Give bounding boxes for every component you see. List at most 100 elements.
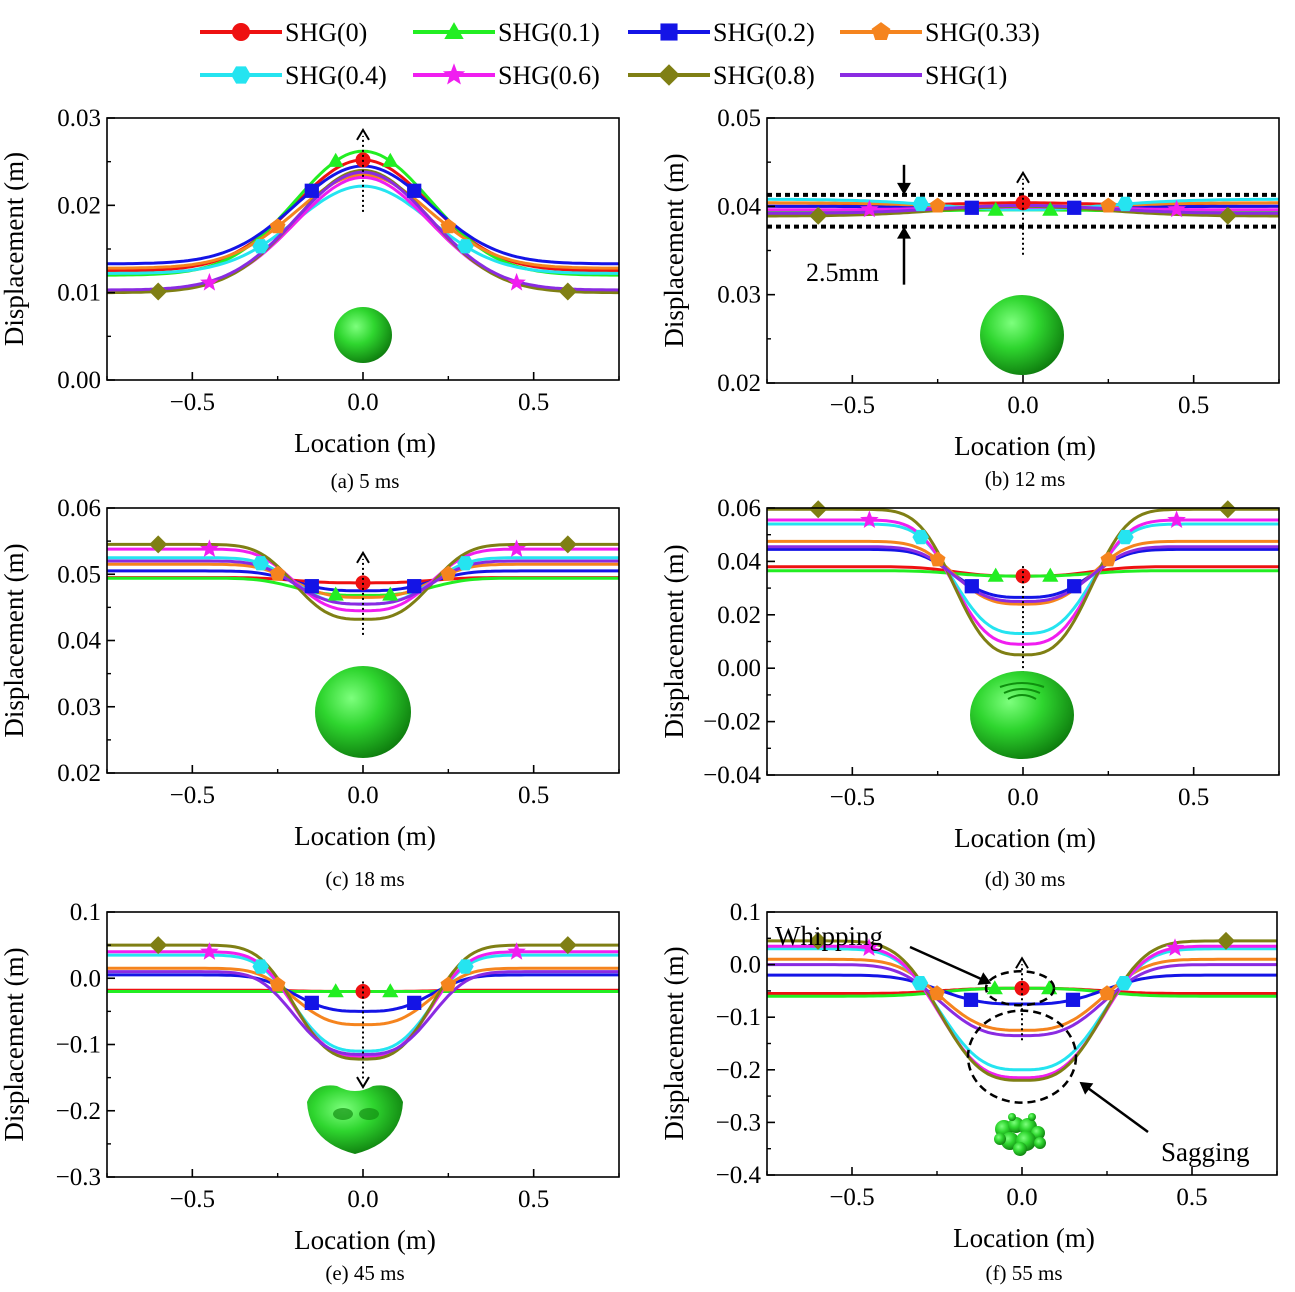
- arrow-up-icon: [1016, 170, 1030, 184]
- y-tick-label: 0.02: [57, 192, 101, 219]
- data-point-marker: [912, 196, 929, 212]
- series-line-shg0-6: [107, 175, 619, 293]
- droplet-ripple: [1003, 688, 1041, 694]
- data-point-marker: [1167, 199, 1186, 218]
- series-markers: [809, 500, 1237, 594]
- legend-label: SHG(0.6): [498, 61, 600, 90]
- y-tick-label: −0.1: [56, 1032, 101, 1059]
- panel-caption: (a) 5 ms: [331, 469, 400, 493]
- data-point-marker: [912, 529, 929, 545]
- data-point-marker: [1042, 567, 1059, 582]
- data-point-marker: [911, 976, 929, 991]
- droplet-ripple: [999, 682, 1045, 688]
- data-point-marker: [986, 980, 1003, 995]
- data-point-marker: [382, 152, 399, 167]
- y-tick-label: 0.04: [717, 193, 761, 220]
- x-tick-label: 0.0: [347, 389, 378, 416]
- band-label: 2.5mm: [806, 258, 879, 287]
- data-point-marker: [252, 556, 269, 571]
- arrow-up-icon: [356, 550, 370, 564]
- series-line-shg0-4: [767, 947, 1277, 1072]
- data-point-marker: [269, 976, 286, 992]
- data-point-marker: [860, 199, 879, 218]
- data-point-marker: [1218, 500, 1237, 519]
- series-markers: [809, 195, 1237, 225]
- data-point-marker: [859, 938, 879, 956]
- data-point-marker: [269, 218, 286, 234]
- whipping-ellipse: [984, 970, 1056, 1007]
- series-markers: [809, 931, 1235, 1007]
- data-point-marker: [964, 200, 979, 215]
- data-point-marker: [1117, 529, 1134, 545]
- series-line-shg0-2: [107, 569, 619, 593]
- x-tick-label: 0.0: [347, 1186, 378, 1213]
- panel-a: −0.5 0.0 0.5 0.00 0.01 0.02 0.03 Location (m) Di…: [0, 105, 620, 493]
- data-point-marker: [149, 936, 168, 955]
- panel-caption: (e) 45 ms: [325, 1261, 404, 1285]
- data-point-marker: [929, 985, 945, 1001]
- series-line-shg1: [767, 963, 1277, 1038]
- y-tick-label: 0.02: [717, 370, 761, 397]
- data-point-marker: [200, 539, 219, 557]
- data-point-marker: [558, 936, 577, 955]
- legend-label: SHG(0.4): [285, 61, 387, 90]
- series-line-shg0-33: [107, 173, 619, 270]
- droplet-fragment: [994, 1133, 1006, 1145]
- data-point-marker: [440, 218, 457, 234]
- data-point-marker: [860, 510, 879, 528]
- arrow-down-icon: [356, 1076, 370, 1090]
- data-point-marker: [149, 535, 168, 554]
- panel-caption: (b) 12 ms: [985, 467, 1066, 491]
- legend-item-shg0-8: SHG(0.8): [628, 61, 815, 90]
- data-point-marker: [987, 201, 1004, 216]
- x-tick-label: 0.5: [518, 389, 549, 416]
- panel-f: Whipping Sagging −0.5 0.0 0.5 −0.4 −0.3 −0.2 −0.…: [659, 899, 1278, 1285]
- y-tick-label: 0.04: [717, 548, 761, 575]
- data-point-marker: [304, 183, 319, 198]
- series-line-shg0-33: [767, 957, 1277, 1032]
- series-line-shg0-6: [767, 518, 1279, 646]
- y-tick-label: −0.2: [716, 1057, 761, 1084]
- legend-marker-icon: [231, 66, 251, 84]
- x-tick-label: 0.0: [1007, 392, 1038, 419]
- arrow-icon: [1079, 1081, 1094, 1095]
- series-line-shg0-8: [107, 168, 619, 295]
- data-point-marker: [304, 995, 319, 1010]
- data-point-marker: [200, 272, 219, 291]
- y-tick-label: 0.02: [717, 602, 761, 629]
- legend-marker-icon: [871, 22, 891, 40]
- droplet-shade: [359, 1108, 379, 1120]
- series-markers: [149, 936, 577, 1010]
- whipping-pointer: [909, 945, 985, 982]
- series-line-shg0-6: [107, 547, 619, 613]
- data-point-marker: [1115, 976, 1133, 991]
- data-point-marker: [507, 539, 526, 557]
- x-tick-label: −0.5: [829, 1184, 874, 1211]
- data-point-marker: [1165, 938, 1185, 956]
- x-tick-label: −0.5: [170, 1186, 215, 1213]
- panel-caption: (c) 18 ms: [325, 867, 404, 891]
- data-point-marker: [1100, 197, 1117, 213]
- x-tick-label: −0.5: [830, 784, 875, 811]
- legend-item-shg0-1: SHG(0.1): [413, 18, 600, 47]
- y-tick-label: 0.00: [57, 367, 101, 394]
- legend: SHG(0) SHG(0.1) SHG(0.2) SHG(0.33) SHG(0.4) S…: [200, 18, 1040, 90]
- data-point-marker: [1042, 201, 1059, 216]
- data-point-marker: [149, 282, 168, 301]
- y-tick-label: 0.02: [57, 760, 101, 787]
- sagging-ellipse: [966, 1009, 1078, 1104]
- legend-label: SHG(0): [285, 18, 367, 47]
- x-axis-label: Location (m): [294, 428, 436, 458]
- x-tick-label: −0.5: [170, 782, 215, 809]
- legend-label: SHG(0.2): [713, 18, 815, 47]
- series-markers: [149, 152, 577, 301]
- data-point-marker: [1217, 931, 1235, 950]
- x-tick-label: −0.5: [830, 392, 875, 419]
- data-point-marker: [457, 239, 474, 254]
- x-tick-label: 0.0: [1006, 1184, 1037, 1211]
- data-point-marker: [809, 206, 828, 225]
- y-tick-label: −0.2: [56, 1098, 101, 1125]
- legend-marker-icon: [232, 23, 250, 41]
- series-lines: [107, 149, 619, 295]
